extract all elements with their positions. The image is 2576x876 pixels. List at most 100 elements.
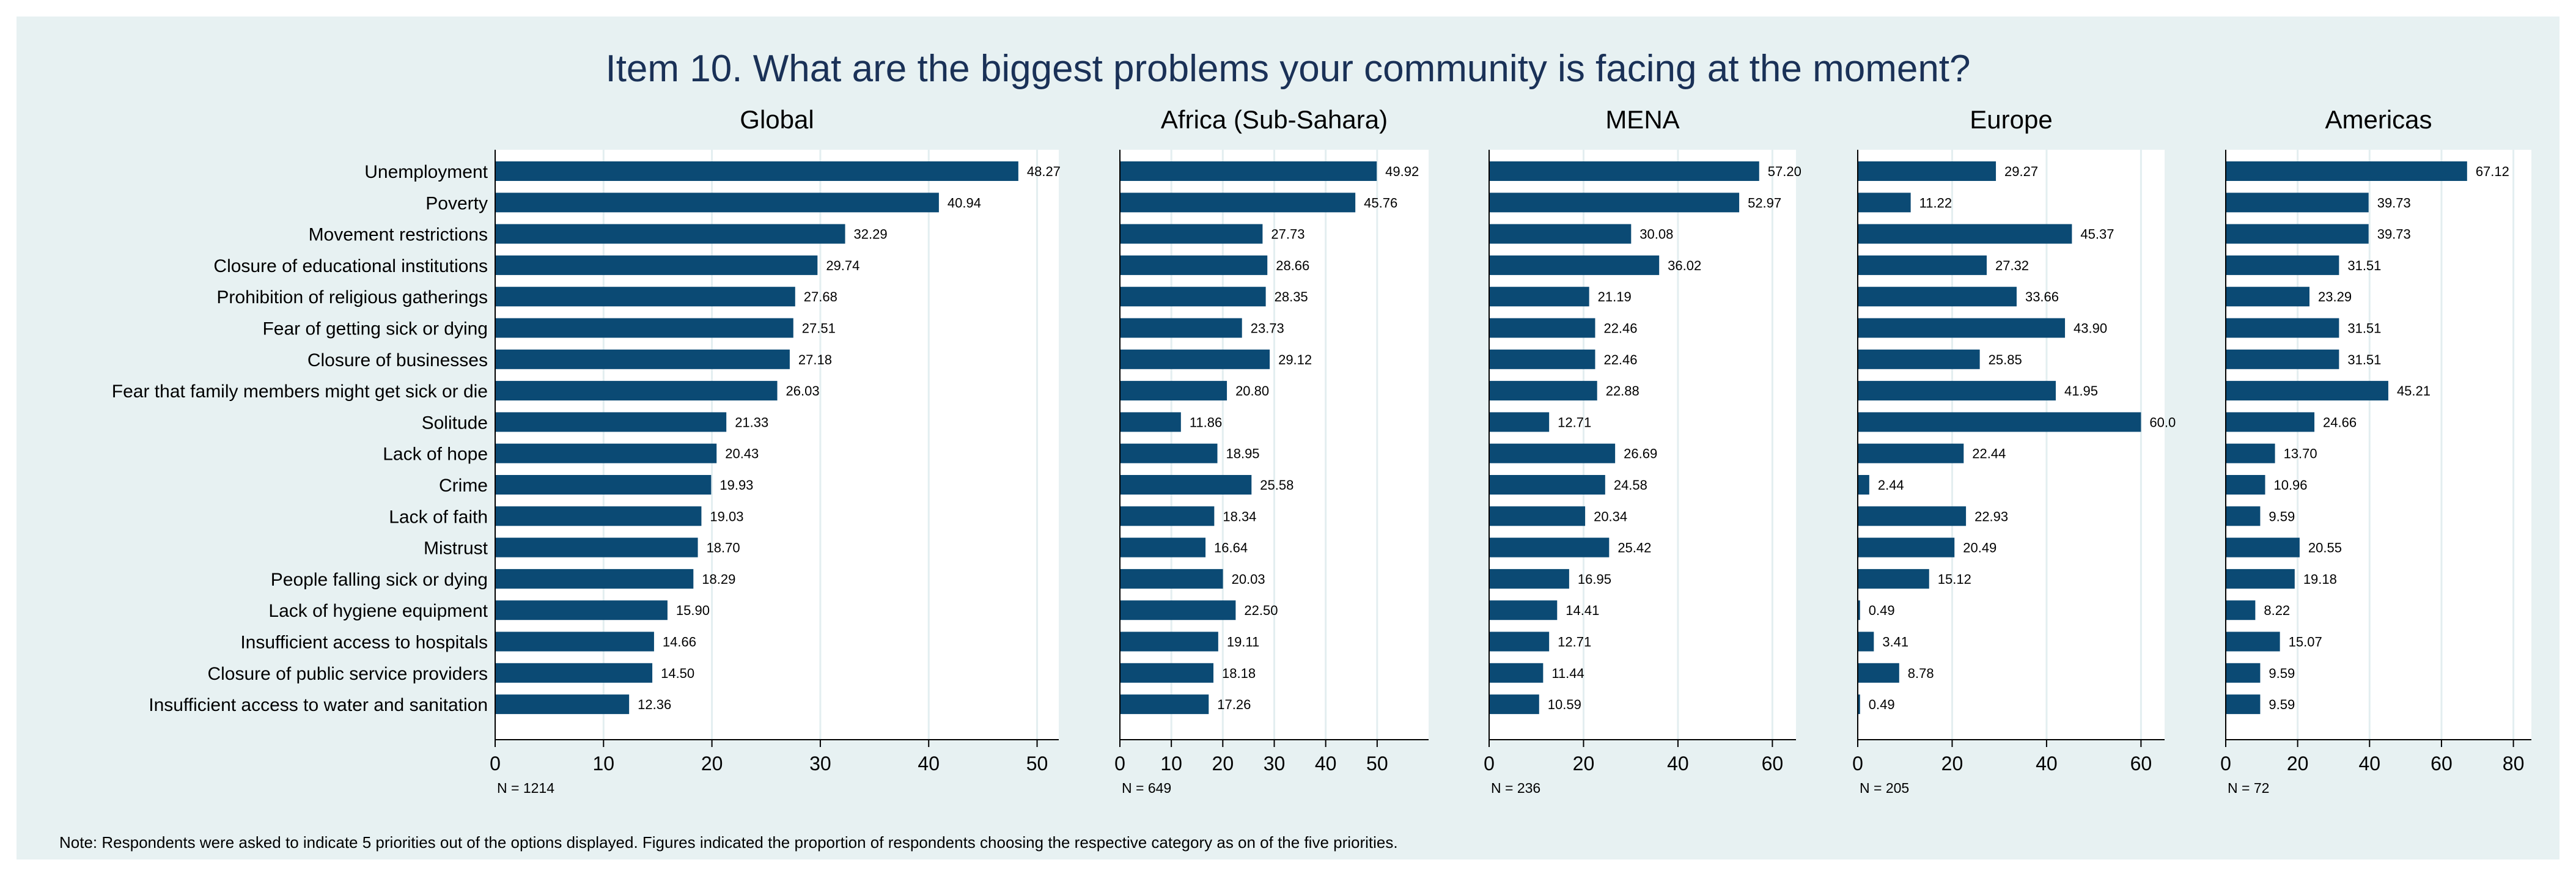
bar: [2226, 506, 2261, 526]
value-label: 12.71: [1558, 414, 1591, 430]
value-label: 48.27: [1027, 164, 1061, 179]
bar: [1120, 349, 1270, 369]
category-label: Lack of hygiene equipment: [268, 601, 488, 621]
value-label: 39.73: [2377, 195, 2411, 210]
value-label: 8.78: [1908, 666, 1934, 681]
bar: [1489, 443, 1616, 463]
value-label: 29.74: [826, 258, 859, 273]
bar: [1489, 349, 1595, 369]
value-label: 14.50: [661, 666, 694, 681]
bar: [1858, 443, 1964, 463]
value-label: 3.41: [1882, 635, 1908, 650]
sample-size-label: N = 205: [1860, 780, 1909, 796]
bar: [1120, 381, 1227, 401]
bar: [2226, 381, 2388, 401]
bar: [1858, 255, 1987, 275]
bar: [2226, 694, 2261, 715]
bar: [2226, 475, 2265, 495]
bar: [1120, 193, 1356, 213]
bar: [1489, 600, 1558, 620]
value-label: 31.51: [2347, 352, 2381, 367]
bar: [1120, 287, 1266, 307]
bar: [495, 569, 694, 589]
category-label: Fear of getting sick or dying: [262, 319, 488, 339]
bar: [1120, 224, 1263, 244]
value-label: 15.12: [1938, 572, 1971, 587]
bar: [495, 443, 717, 463]
value-label: 19.11: [1227, 635, 1259, 650]
category-label: Fear that family members might get sick …: [112, 381, 488, 402]
x-tick-label: 60: [2130, 753, 2152, 775]
value-label: 2.44: [1878, 477, 1904, 493]
panel-title: Africa (Sub-Sahara): [1161, 105, 1388, 134]
value-label: 12.71: [1558, 635, 1591, 650]
bar: [495, 537, 698, 558]
value-label: 22.46: [1603, 352, 1637, 367]
bar: [1120, 537, 1206, 558]
category-label: Poverty: [425, 193, 488, 213]
value-label: 52.97: [1748, 195, 1781, 210]
bar: [1120, 663, 1214, 683]
value-label: 22.50: [1244, 603, 1278, 618]
value-label: 18.29: [702, 572, 735, 587]
bar: [2226, 224, 2369, 244]
value-label: 21.33: [735, 414, 768, 430]
value-label: 43.90: [2074, 321, 2107, 336]
bar: [2226, 349, 2339, 369]
value-label: 11.44: [1551, 666, 1584, 681]
bar: [2226, 412, 2315, 432]
value-label: 60.0: [2149, 414, 2176, 430]
x-tick-label: 60: [2431, 753, 2453, 775]
bar: [1120, 318, 1242, 338]
value-label: 0.49: [1869, 697, 1895, 712]
category-label: Unemployment: [364, 162, 488, 182]
category-label: Movement restrictions: [309, 225, 488, 245]
value-label: 30.08: [1639, 227, 1673, 242]
bar: [1489, 287, 1589, 307]
bar: [495, 694, 630, 715]
bar: [495, 224, 845, 244]
bar: [1858, 600, 1860, 620]
value-label: 45.76: [1364, 195, 1397, 210]
bar: [1120, 443, 1218, 463]
bar: [1120, 412, 1181, 432]
value-label: 16.95: [1578, 572, 1611, 587]
bar: [495, 506, 702, 526]
value-label: 25.85: [1989, 352, 2022, 367]
value-label: 28.66: [1276, 258, 1309, 273]
value-label: 14.41: [1566, 603, 1599, 618]
x-tick-label: 50: [1026, 753, 1048, 775]
value-label: 11.22: [1919, 195, 1952, 210]
panel-title: Europe: [1970, 105, 2052, 134]
bar: [1489, 255, 1660, 275]
bar: [1858, 631, 1874, 652]
value-label: 36.02: [1668, 258, 1701, 273]
x-tick-label: 20: [1212, 753, 1234, 775]
chart-note: Note: Respondents were asked to indicate…: [59, 833, 1398, 852]
value-label: 17.26: [1217, 697, 1251, 712]
value-label: 20.03: [1232, 572, 1265, 587]
value-label: 40.94: [948, 195, 981, 210]
value-label: 28.35: [1275, 289, 1308, 304]
bar: [1120, 506, 1215, 526]
value-label: 25.58: [1260, 477, 1294, 493]
category-label: People falling sick or dying: [271, 570, 488, 590]
value-label: 15.90: [676, 603, 710, 618]
bar: [2226, 287, 2309, 307]
bar: [2226, 600, 2256, 620]
value-label: 20.80: [1235, 383, 1269, 399]
x-tick-label: 40: [918, 753, 940, 775]
value-label: 20.34: [1594, 509, 1627, 524]
bar: [495, 318, 793, 338]
bar: [1489, 694, 1539, 715]
x-tick-label: 20: [1941, 753, 1963, 775]
bar: [1489, 161, 1759, 181]
bar: [1489, 193, 1740, 213]
value-label: 10.96: [2273, 477, 2307, 493]
bar: [1858, 506, 1967, 526]
value-label: 45.37: [2080, 227, 2114, 242]
bar: [1858, 569, 1929, 589]
bar: [1858, 224, 2072, 244]
value-label: 41.95: [2064, 383, 2098, 399]
